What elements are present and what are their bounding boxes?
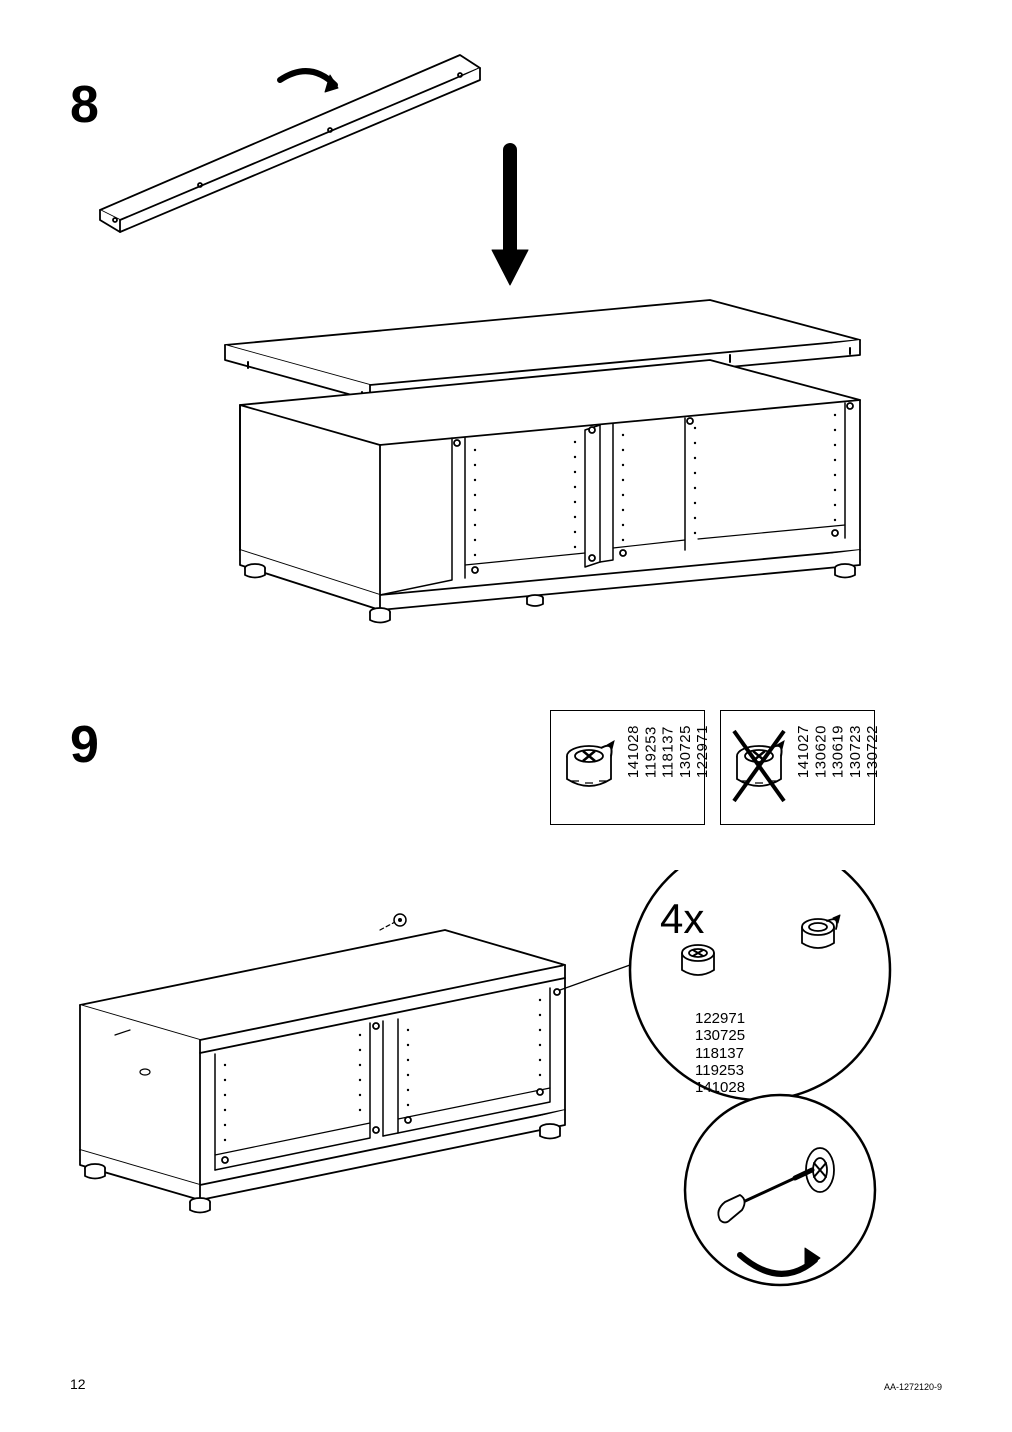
document-id: AA-1272120-9 xyxy=(884,1382,942,1392)
step-number-9: 9 xyxy=(70,715,99,775)
incorrect-part-codes: 130722 130723 130619 130620 141027 xyxy=(795,725,881,778)
multiplier-label: 4x xyxy=(660,895,704,943)
correct-part-codes: 122971 130725 118137 119253 141028 xyxy=(625,725,711,778)
detail-part-codes: 122971 130725 118137 119253 141028 xyxy=(695,1010,745,1096)
page-number: 12 xyxy=(70,1376,86,1392)
step-8-diagram xyxy=(80,50,900,650)
step-9-diagram xyxy=(60,870,920,1320)
